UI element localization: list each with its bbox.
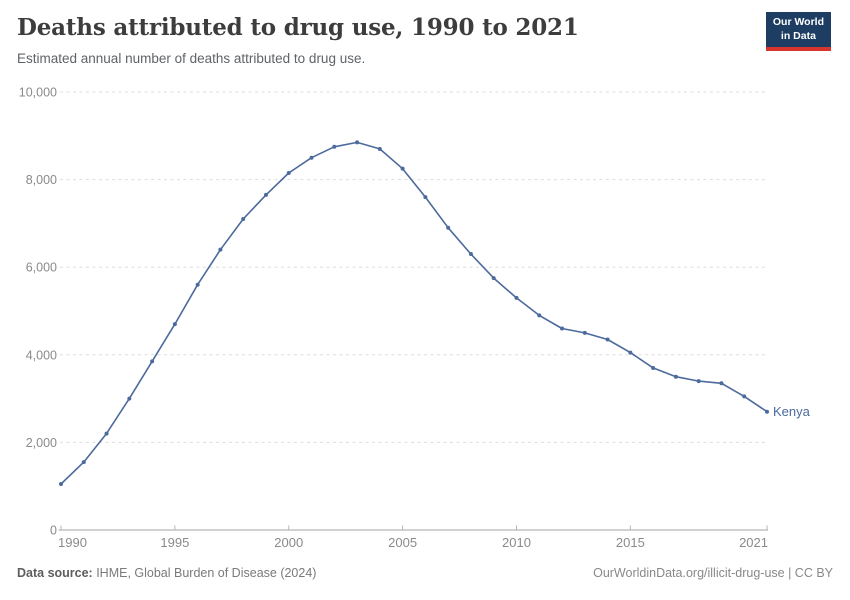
data-point xyxy=(582,330,587,335)
data-point xyxy=(218,247,223,252)
data-point xyxy=(195,282,200,287)
x-axis-label: 2021 xyxy=(739,535,768,550)
y-axis-label: 0 xyxy=(50,524,57,538)
data-point xyxy=(59,482,63,487)
data-point xyxy=(514,295,519,300)
data-point xyxy=(560,326,565,331)
credit-link[interactable]: OurWorldinData.org/illicit-drug-use | CC… xyxy=(593,566,833,580)
data-line xyxy=(60,141,768,485)
data-point xyxy=(742,394,747,399)
data-point xyxy=(150,359,155,364)
data-point xyxy=(332,144,337,149)
data-point xyxy=(468,252,473,257)
y-axis-label: 2,000 xyxy=(26,436,57,450)
x-axis-label: 1990 xyxy=(58,535,87,550)
data-point xyxy=(765,409,769,414)
data-point xyxy=(104,431,109,436)
x-axis-label: 2010 xyxy=(502,535,531,550)
data-point xyxy=(719,381,724,386)
data-point xyxy=(286,171,291,176)
data-point xyxy=(127,396,132,401)
chart-footer: Data source: IHME, Global Burden of Dise… xyxy=(17,566,833,580)
owid-logo-line2: in Data xyxy=(780,29,816,42)
series-label-kenya[interactable]: Kenya xyxy=(773,404,811,419)
data-point xyxy=(309,155,314,160)
data-point xyxy=(172,322,177,327)
chart-subtitle: Estimated annual number of deaths attrib… xyxy=(17,51,366,66)
owid-logo-line1: Our World xyxy=(772,16,824,28)
data-point xyxy=(423,195,428,200)
data-point xyxy=(81,460,86,465)
data-point xyxy=(605,337,610,342)
data-point xyxy=(628,350,633,355)
data-source: Data source: IHME, Global Burden of Dise… xyxy=(17,566,316,580)
y-axis-label: 8,000 xyxy=(26,173,57,187)
x-axis-label: 2015 xyxy=(616,535,645,550)
data-point xyxy=(263,192,268,197)
data-point xyxy=(673,374,678,379)
x-axis-label: 2005 xyxy=(388,535,417,550)
data-point xyxy=(651,365,656,370)
data-point xyxy=(377,146,382,151)
data-point xyxy=(491,276,496,281)
data-source-label: Data source: xyxy=(17,566,93,580)
data-source-value: IHME, Global Burden of Disease (2024) xyxy=(92,566,317,580)
data-point xyxy=(696,379,701,384)
chart-title: Deaths attributed to drug use, 1990 to 2… xyxy=(17,14,579,41)
data-point xyxy=(400,166,405,171)
y-axis-label: 4,000 xyxy=(26,348,57,362)
y-axis-label: 6,000 xyxy=(26,261,57,275)
data-point xyxy=(241,217,246,222)
x-axis-label: 2000 xyxy=(274,535,303,550)
owid-logo[interactable]: Our World in Data xyxy=(765,12,831,52)
y-axis-label: 10,000 xyxy=(19,86,57,100)
data-point xyxy=(355,140,360,145)
data-point xyxy=(446,225,451,230)
data-point xyxy=(537,313,542,318)
x-axis-label: 1995 xyxy=(160,535,189,550)
